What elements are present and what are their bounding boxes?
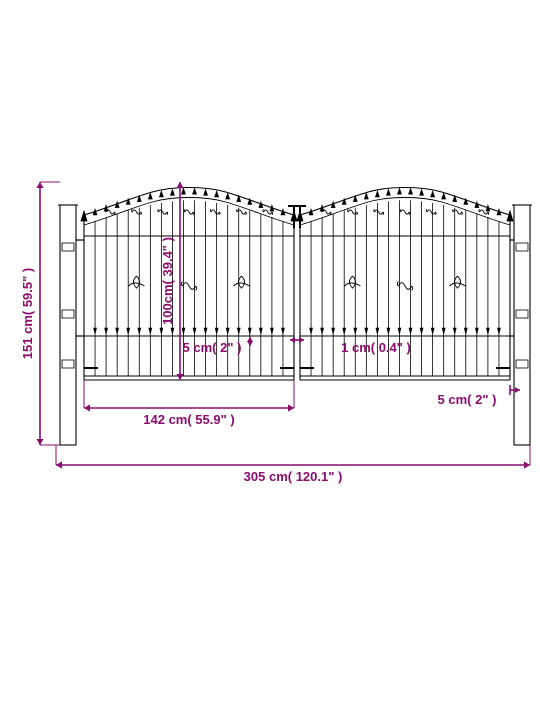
svg-text:5 cm( 2" ): 5 cm( 2" ) — [438, 392, 497, 407]
svg-text:305 cm( 120.1" ): 305 cm( 120.1" ) — [244, 469, 343, 484]
gate-post — [58, 205, 78, 445]
svg-text:151 cm( 59.5" ): 151 cm( 59.5" ) — [20, 268, 35, 359]
svg-text:1 cm( 0.4" ): 1 cm( 0.4" ) — [341, 340, 411, 355]
svg-text:5 cm( 2" ): 5 cm( 2" ) — [183, 340, 242, 355]
gate-post — [512, 205, 532, 445]
gate-dimension-diagram: 151 cm( 59.5" ) 100cm( 39.4" ) 142 cm( 55.… — [0, 0, 540, 720]
svg-text:142 cm( 55.9" ): 142 cm( 55.9" ) — [143, 412, 234, 427]
svg-text:100cm( 39.4" ): 100cm( 39.4" ) — [160, 237, 175, 325]
